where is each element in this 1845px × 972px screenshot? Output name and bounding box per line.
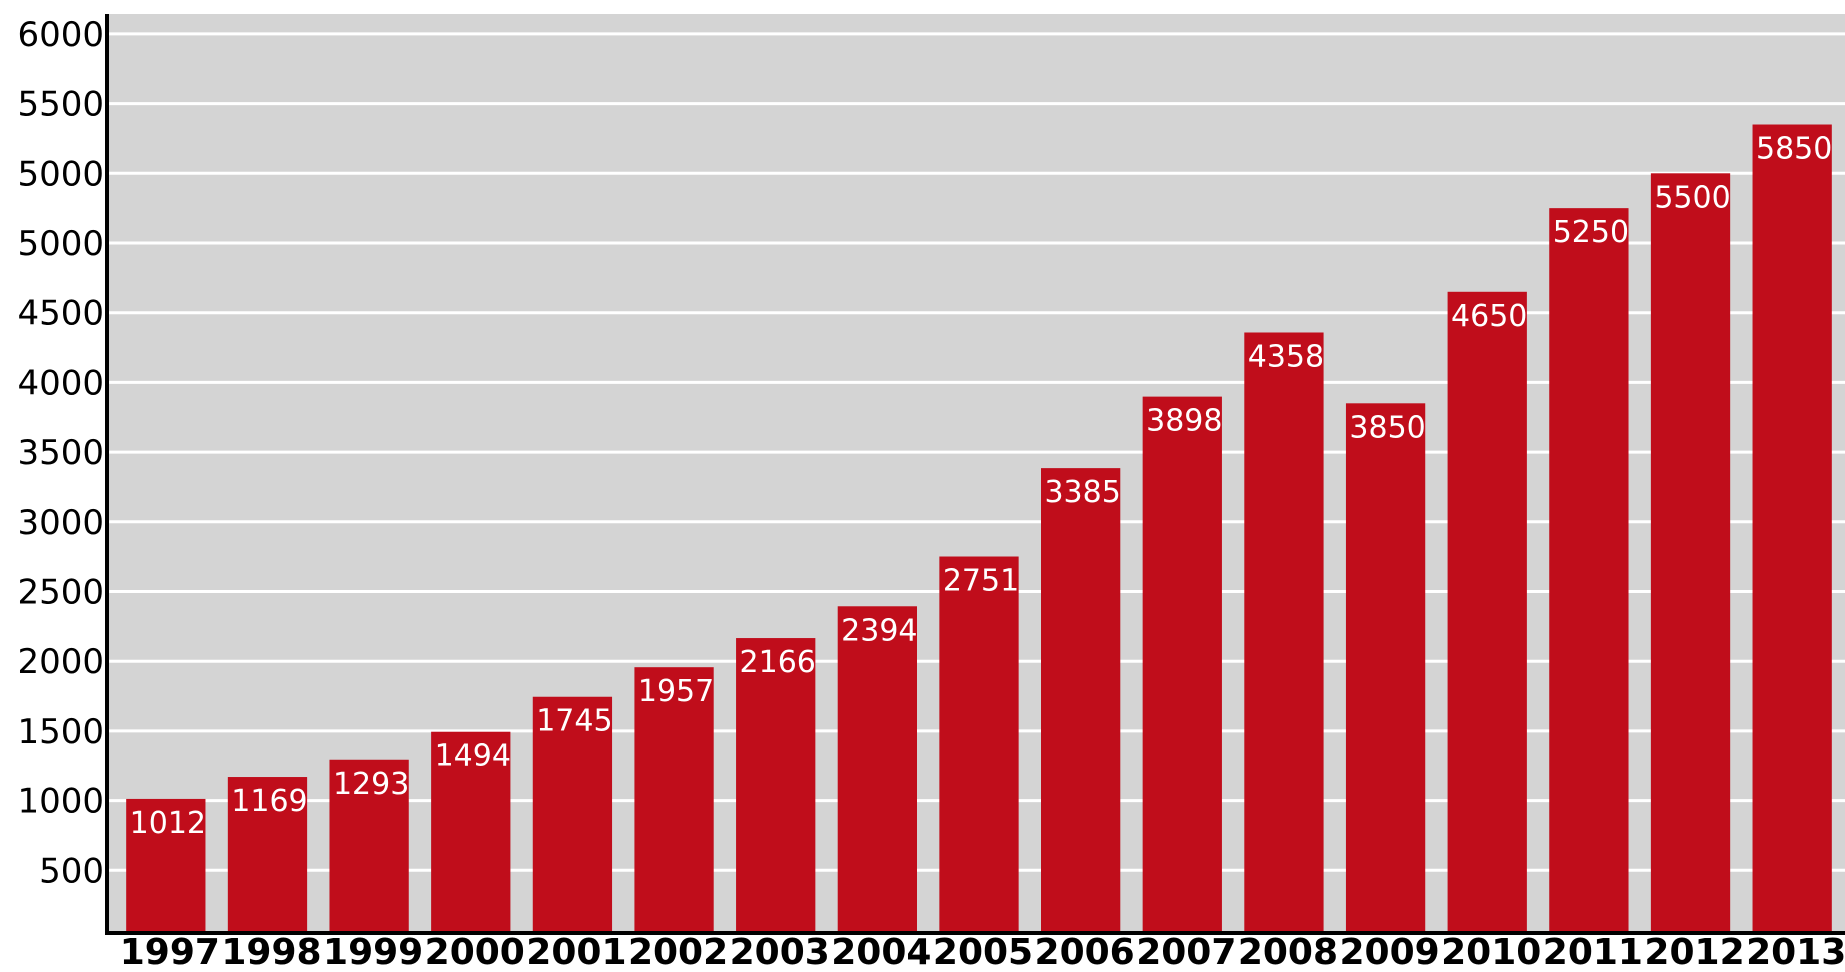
- bar-2003: [736, 638, 816, 933]
- y-tick-label: 3500: [17, 433, 104, 473]
- x-tick-label-2004: 2004: [831, 932, 931, 968]
- y-tick-label: 5000: [17, 154, 104, 194]
- x-tick-label-2003: 2003: [730, 932, 830, 968]
- y-tick-label: 2500: [17, 573, 104, 613]
- x-tick-label-2011: 2011: [1543, 932, 1643, 968]
- y-tick-label: 3000: [17, 503, 104, 543]
- bar-2009: [1345, 403, 1426, 933]
- data-label-2011: 5250: [1553, 215, 1629, 250]
- bar-2007: [1142, 396, 1222, 934]
- data-label-2008: 4358: [1248, 339, 1324, 374]
- x-tick-label-2005: 2005: [933, 932, 1033, 968]
- bar-2012: [1650, 173, 1731, 934]
- x-tick-label-2009: 2009: [1339, 932, 1439, 968]
- bar-1997: [126, 798, 206, 933]
- x-tick-label-2006: 2006: [1035, 932, 1135, 968]
- bar-2006: [1041, 468, 1121, 933]
- data-label-2005: 2751: [943, 564, 1019, 599]
- x-tick-label-2001: 2001: [526, 932, 626, 968]
- data-label-2004: 2394: [841, 613, 917, 648]
- x-tick-label-1999: 1999: [323, 932, 423, 968]
- data-label-2012: 5500: [1654, 180, 1730, 215]
- bar-2000: [431, 731, 511, 933]
- x-tick-label-2002: 2002: [628, 932, 728, 968]
- bar-2005: [939, 556, 1019, 933]
- y-axis-tick-labels: 500 1000 1500 2000 2500 3000 3500 4000 4500 5000 5…: [17, 15, 104, 891]
- y-tick-label: 4500: [17, 294, 104, 334]
- y-tick-label: 1500: [17, 712, 104, 752]
- bar-2001: [532, 696, 613, 933]
- bars: [126, 124, 1832, 934]
- y-tick-label: 6000: [17, 15, 104, 55]
- y-tick-label: 5500: [17, 85, 104, 125]
- data-label-1998: 1169: [231, 784, 307, 819]
- data-label-2003: 2166: [740, 645, 816, 680]
- bar-2010: [1447, 291, 1527, 933]
- data-label-2009: 3850: [1349, 410, 1425, 445]
- data-label-2010: 4650: [1451, 299, 1527, 334]
- data-label-1999: 1293: [333, 767, 409, 802]
- y-tick-label: 1000: [17, 782, 104, 822]
- data-label-2000: 1494: [435, 739, 511, 774]
- data-label-2002: 1957: [638, 674, 714, 709]
- x-tick-label-2013: 2013: [1746, 932, 1845, 968]
- x-tick-label-1997: 1997: [120, 932, 220, 968]
- bar-2013: [1752, 124, 1832, 933]
- data-label-2013: 5850: [1756, 132, 1832, 167]
- data-label-2006: 3385: [1044, 475, 1120, 510]
- bar-2008: [1244, 332, 1324, 933]
- data-label-2007: 3898: [1146, 404, 1222, 439]
- x-tick-label-2000: 2000: [425, 932, 525, 968]
- data-label-2001: 1745: [536, 704, 612, 739]
- y-tick-label: 2000: [17, 642, 104, 682]
- data-labels: 1012 1169 1293 1494 1745 1957 2166 2394 2751 3385…: [130, 132, 1833, 841]
- x-tick-label-2012: 2012: [1644, 932, 1744, 968]
- bar-2002: [634, 667, 714, 933]
- x-tick-label-2008: 2008: [1238, 932, 1338, 968]
- bar-1998: [227, 777, 308, 933]
- data-label-1997: 1012: [130, 806, 206, 841]
- x-axis-tick-labels: 1997 1998 1999 2000 2001 2002 2003 2004 2005 2006…: [120, 932, 1845, 972]
- bar-2011: [1549, 208, 1629, 933]
- y-tick-label: 500: [39, 851, 104, 891]
- y-tick-label: 4000: [17, 363, 104, 403]
- bar-1999: [329, 759, 409, 933]
- y-tick-label: 5000: [17, 224, 104, 264]
- x-tick-label-2010: 2010: [1441, 932, 1541, 968]
- x-tick-label-2007: 2007: [1136, 932, 1236, 968]
- bar-2004: [837, 606, 917, 933]
- x-tick-label-1998: 1998: [221, 932, 321, 968]
